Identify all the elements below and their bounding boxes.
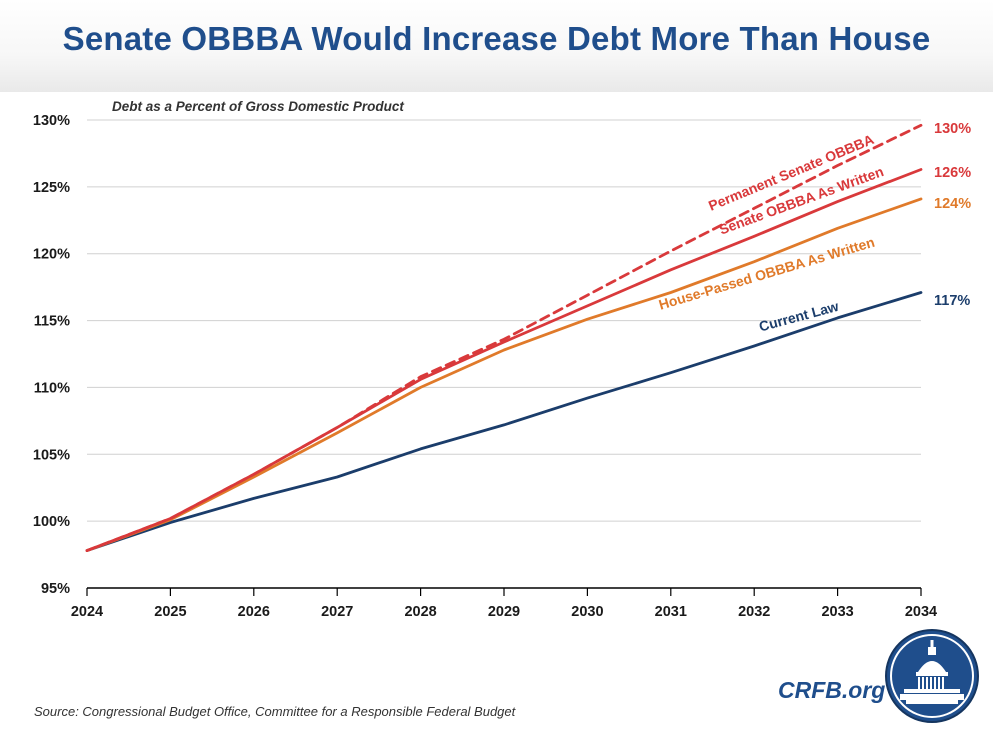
x-tick-label: 2034 bbox=[905, 604, 937, 620]
x-tick-label: 2032 bbox=[738, 604, 770, 620]
y-tick-label: 100% bbox=[33, 514, 70, 530]
x-tick-label: 2028 bbox=[404, 604, 436, 620]
series-line-house-passed-obbba-as-written bbox=[85, 197, 923, 552]
y-tick-label: 125% bbox=[33, 180, 70, 196]
y-tick-label: 120% bbox=[33, 247, 70, 263]
x-tick-label: 2030 bbox=[571, 604, 603, 620]
end-label: 117% bbox=[934, 293, 970, 309]
x-tick-label: 2033 bbox=[821, 604, 853, 620]
end-label: 126% bbox=[934, 165, 971, 181]
x-tick-label: 2029 bbox=[488, 604, 520, 620]
x-tick-label: 2025 bbox=[154, 604, 186, 620]
brand-link[interactable]: CRFB.org bbox=[778, 677, 886, 703]
source-note: Source: Congressional Budget Office, Com… bbox=[34, 704, 516, 719]
grid-layer bbox=[87, 119, 921, 589]
axis-layer: 95% 100% 105% 110% 115% 120% 125% 130% 2024 2025 2… bbox=[33, 113, 937, 620]
x-tick-label: 2024 bbox=[71, 604, 103, 620]
header-band bbox=[0, 0, 993, 92]
series-label: Current Law bbox=[757, 298, 840, 335]
x-tick-label: 2026 bbox=[238, 604, 270, 620]
series-layer bbox=[85, 123, 923, 552]
y-tick-label: 95% bbox=[41, 581, 70, 597]
series-label: House-Passed OBBBA As Written bbox=[657, 234, 877, 313]
y-tick-label: 115% bbox=[34, 314, 70, 330]
x-tick-label: 2031 bbox=[655, 604, 687, 620]
chart-title: Senate OBBBA Would Increase Debt More Th… bbox=[62, 20, 931, 57]
x-tick-label: 2027 bbox=[321, 604, 353, 620]
capitol-logo bbox=[885, 629, 979, 723]
end-label: 124% bbox=[934, 196, 971, 212]
series-line-current-law bbox=[85, 291, 923, 552]
y-tick-label: 130% bbox=[33, 113, 70, 129]
y-tick-label: 105% bbox=[33, 447, 70, 463]
y-tick-label: 110% bbox=[34, 380, 70, 396]
series-line-permanent-senate-obbba bbox=[85, 123, 923, 552]
series-line-senate-obbba-as-written bbox=[85, 168, 923, 552]
end-label: 130% bbox=[934, 121, 971, 137]
label-layer: 117% 124% 126% 130% Current LawHouse-Passed … bbox=[657, 121, 971, 334]
chart-subtitle: Debt as a Percent of Gross Domestic Prod… bbox=[112, 99, 404, 114]
